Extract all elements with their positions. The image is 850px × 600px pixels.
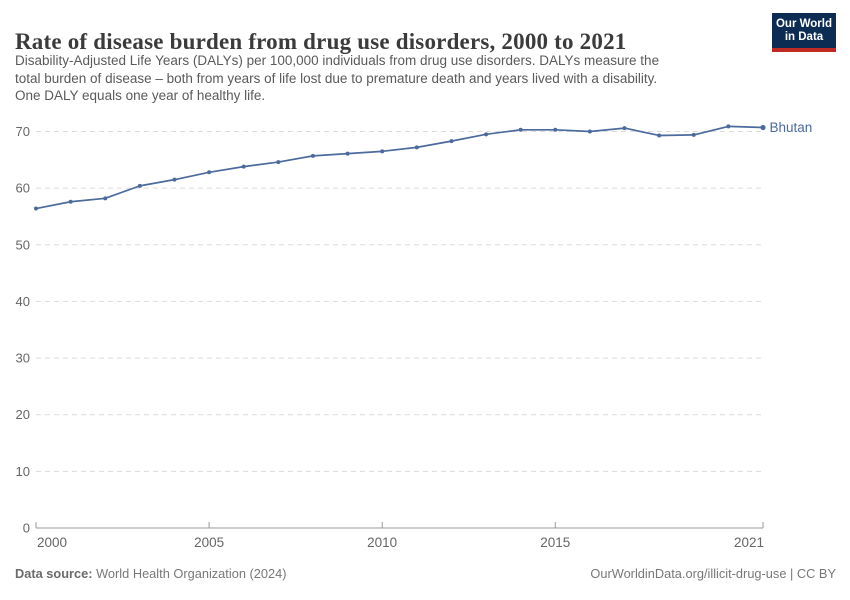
bhutan-data-point-2012[interactable] [449,139,454,144]
data-source-label: Data source: [15,566,93,581]
subtitle-line-2: total burden of disease – both from year… [15,70,658,86]
y-axis-tick-label-60: 60 [16,181,30,196]
bhutan-data-point-2014[interactable] [518,127,523,132]
x-axis-tick-label-2000: 2000 [37,535,67,550]
owid-logo-line2: in Data [784,31,824,43]
x-axis-tick-label-2021: 2021 [734,535,764,550]
bhutan-data-point-2019[interactable] [691,132,696,137]
bhutan-data-point-2004[interactable] [172,177,177,182]
bhutan-data-point-2002[interactable] [103,196,108,201]
bhutan-data-point-2009[interactable] [345,151,350,156]
series-label-bhutan[interactable]: Bhutan [770,120,813,135]
y-axis-tick-label-70: 70 [16,124,30,139]
owid-logo-red-bar [772,48,836,52]
bhutan-data-point-2011[interactable] [414,145,419,150]
bhutan-data-point-2013[interactable] [484,132,489,137]
bhutan-data-point-2008[interactable] [310,153,315,158]
bhutan-end-marker[interactable] [760,124,766,131]
data-source-value: World Health Organization (2024) [92,566,287,581]
owid-logo[interactable]: Our World in Data [772,13,836,52]
data-source-note: Data source: World Health Organization (… [15,566,286,581]
y-axis-tick-label-10: 10 [16,464,30,479]
bhutan-data-point-2003[interactable] [137,183,142,188]
y-axis-tick-label-30: 30 [16,351,30,366]
bhutan-data-point-2006[interactable] [241,164,246,169]
page-title: Rate of disease burden from drug use dis… [15,29,627,55]
y-axis-tick-label-40: 40 [16,294,30,309]
bhutan-data-point-2015[interactable] [553,127,558,132]
bhutan-data-point-2016[interactable] [587,129,592,134]
bhutan-data-point-2007[interactable] [276,160,281,165]
bhutan-data-point-2017[interactable] [622,126,627,131]
subtitle-line-3: One DALY equals one year of healthy life… [15,88,266,104]
y-axis-tick-label-50: 50 [16,237,30,252]
chart-subtitle: Disability-Adjusted Life Years (DALYs) p… [15,52,755,105]
bhutan-data-point-2010[interactable] [380,149,385,154]
bhutan-data-point-2001[interactable] [68,199,73,204]
bhutan-data-point-2018[interactable] [657,133,662,138]
bhutan-data-point-2005[interactable] [207,170,212,175]
x-axis-tick-label-2005: 2005 [194,535,224,550]
owid-logo-line1: Our World [775,18,832,30]
bhutan-data-point-2020[interactable] [726,124,731,129]
y-axis-tick-label-20: 20 [16,407,30,422]
subtitle-line-1: Disability-Adjusted Life Years (DALYs) p… [15,53,660,68]
bhutan-line-series[interactable] [35,125,764,210]
owid-logo-text: Our World in Data [772,13,836,48]
license-note[interactable]: OurWorldinData.org/illicit-drug-use | CC… [590,566,836,581]
x-axis-tick-label-2015: 2015 [540,535,570,550]
y-axis-tick-label-0: 0 [23,521,30,536]
bhutan-data-point-2000[interactable] [34,206,38,211]
x-axis-tick-label-2010: 2010 [367,535,397,550]
